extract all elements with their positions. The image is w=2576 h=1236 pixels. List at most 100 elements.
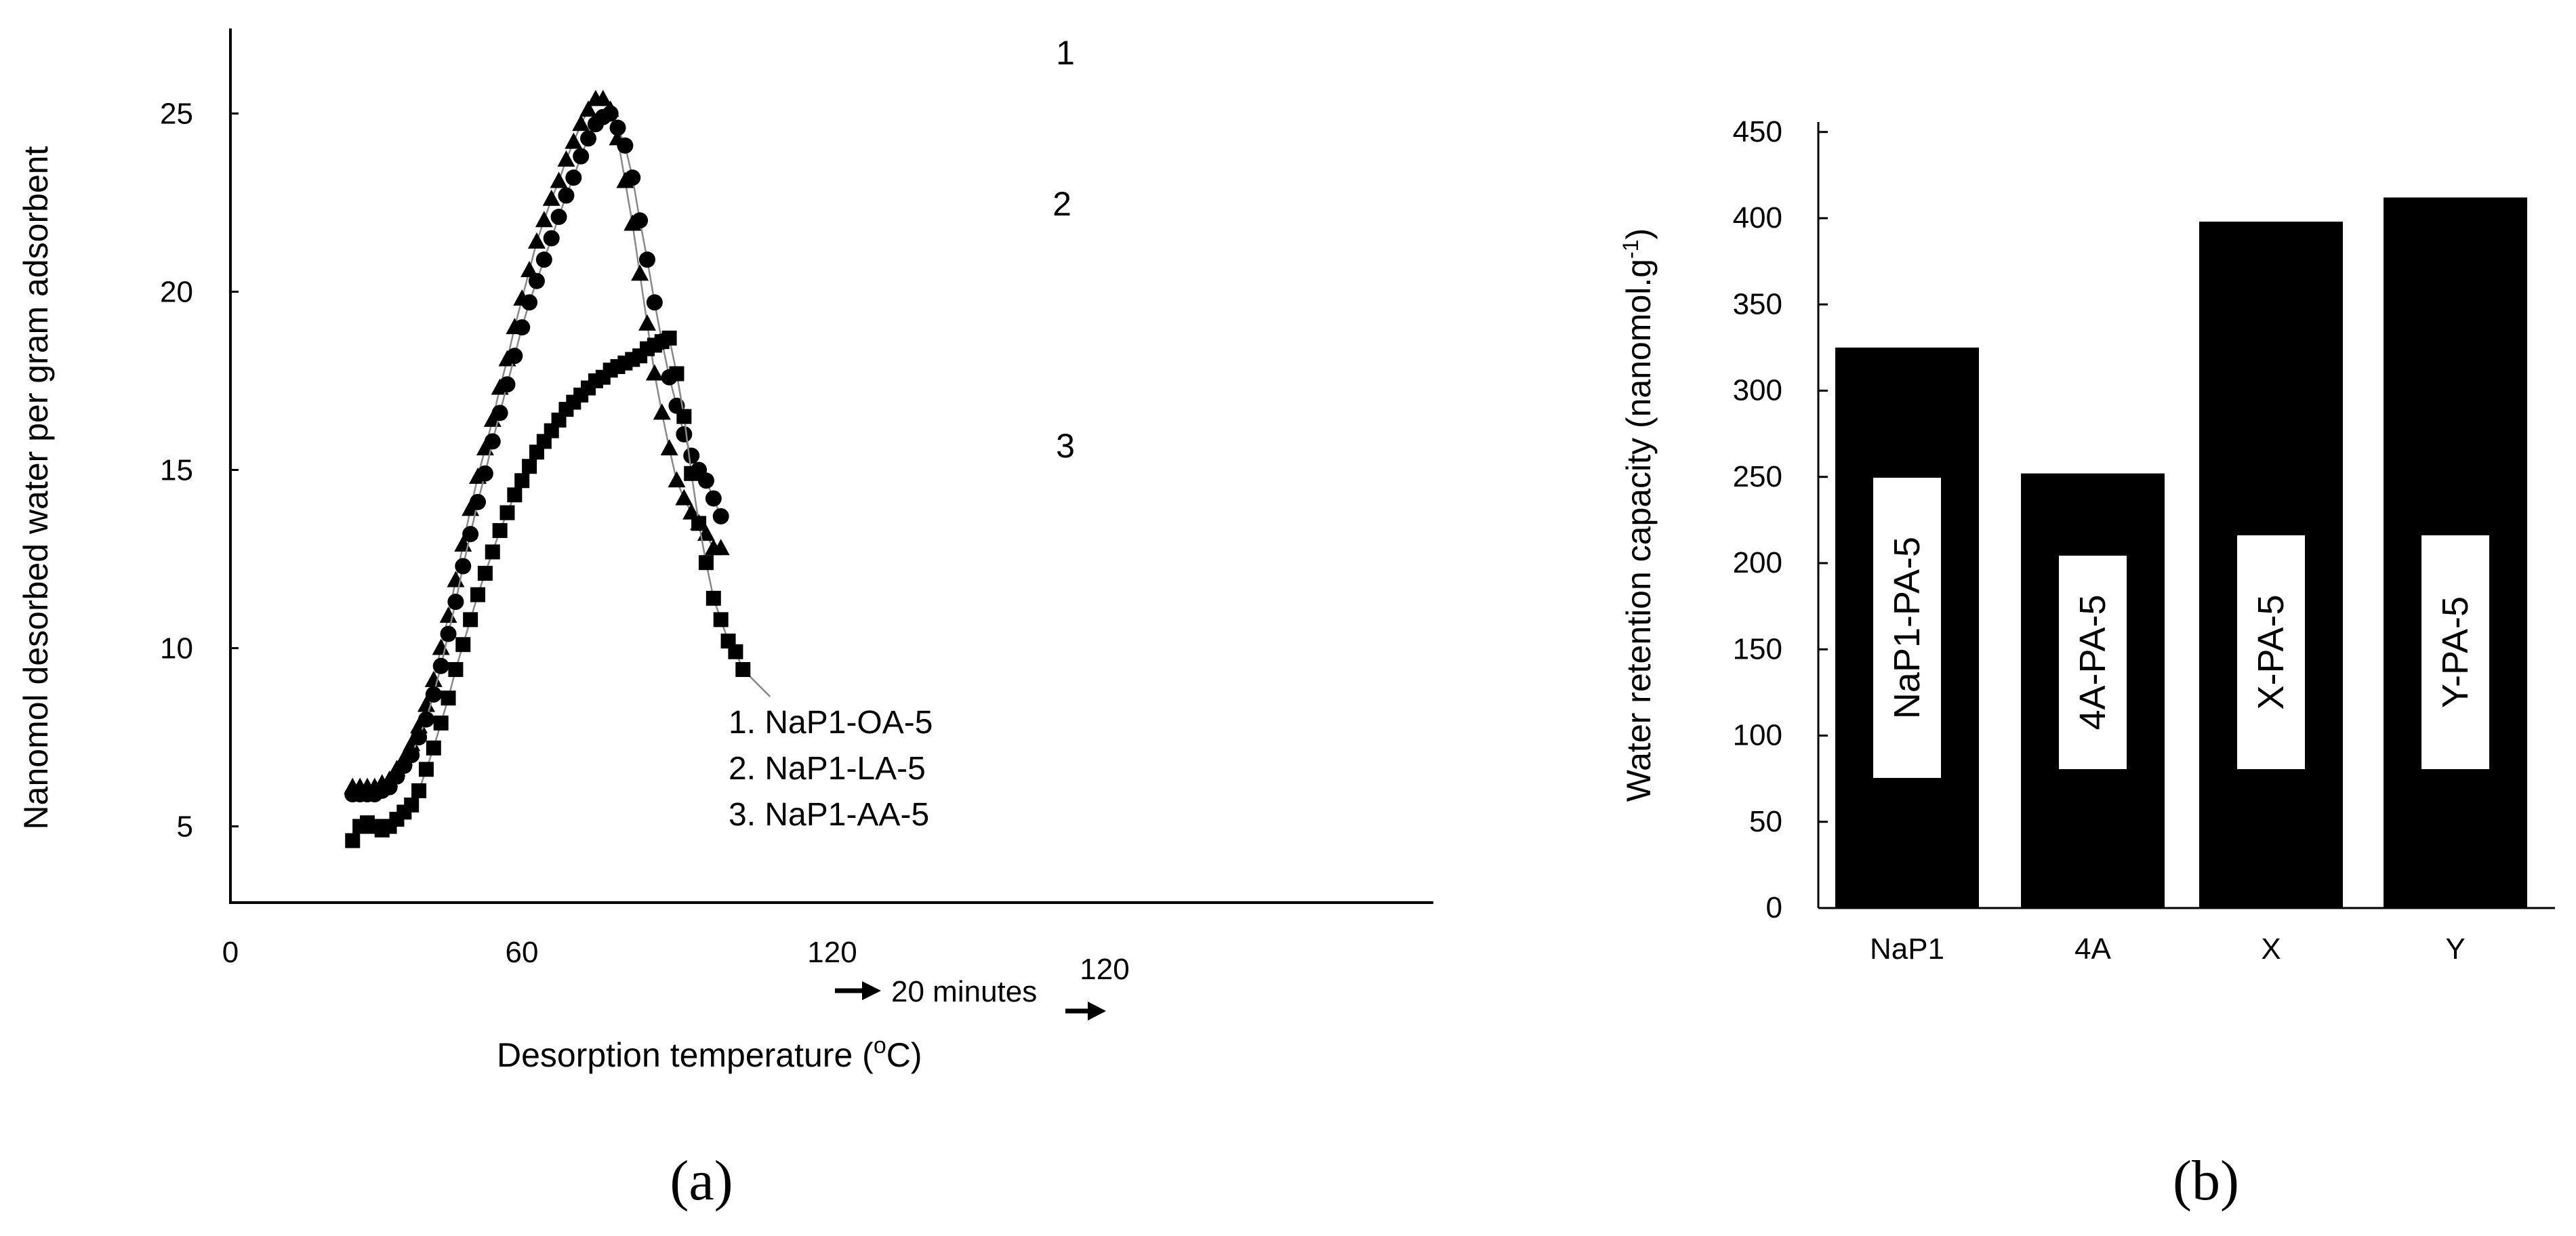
panel-b-y-tick-label: 150	[1733, 632, 1782, 665]
bar-inner-label: Y-PA-5	[2435, 596, 2476, 708]
panel-a-x-tick-label: 0	[222, 936, 239, 969]
panel-a-y-tick-label: 10	[160, 632, 193, 665]
bar-inner-label: X-PA-5	[2251, 594, 2291, 709]
series-2-circle-point	[705, 490, 722, 507]
panel-b-bar-chart: 0 50 100 150 200 250 300 350 400 450 NaP1-PA-5 4A-…	[1618, 115, 2555, 966]
curve-label-1: 1	[1056, 34, 1075, 72]
series-1-triangle-point	[520, 260, 539, 277]
series-1-triangle-point	[557, 150, 575, 167]
bar-label-box	[2059, 556, 2127, 769]
panel-a-time-annotation: 20 minutes	[835, 975, 1106, 1021]
legend-item-3: 3. NaP1-AA-5	[729, 797, 929, 833]
arrow-right-icon	[862, 981, 881, 1000]
series-1-triangle-point	[594, 89, 612, 106]
series-2-circle-point	[558, 187, 575, 204]
panel-a-y-tick-label: 20	[160, 276, 193, 309]
series-3-square-point	[507, 487, 523, 503]
panel-a-x-tick-label: 120	[807, 936, 857, 969]
series-2-circle-point	[573, 148, 590, 165]
panel-label-b: (b)	[2173, 1149, 2239, 1212]
series-1-triangle-point	[410, 717, 428, 734]
series-3-square-point	[669, 366, 684, 382]
panel-b-y-tick-label: 100	[1733, 719, 1782, 752]
series-1-triangle-point	[424, 670, 443, 687]
panel-b-y-axis-title: Water retention capacity (nanomol.g-1)	[1618, 228, 1658, 802]
series-2-circle-point	[712, 508, 729, 524]
panel-b-y-tick-label: 450	[1733, 115, 1782, 148]
series-3-square-point	[499, 505, 515, 520]
series-3-square-point	[698, 555, 714, 571]
series-3-square-point	[455, 637, 471, 653]
series-2-circle-point	[602, 105, 619, 122]
curve-label-2: 2	[1052, 185, 1071, 223]
series-1-triangle-point	[417, 695, 435, 712]
series-2-circle-point	[646, 294, 663, 311]
panel-a-x-extra-tick-label: 120	[1080, 953, 1129, 986]
series-2-circle-point	[440, 625, 457, 642]
series-3-square-point	[433, 715, 449, 730]
bar-label-box	[2237, 535, 2305, 769]
series-2-circle-point	[411, 729, 428, 745]
panel-a-x-tick-label: 60	[506, 936, 539, 969]
series-2-circle-point	[521, 294, 538, 311]
series-2-circle-point	[425, 686, 442, 703]
panel-a-line-chart: 5 10 15 20 25 0 60 120 120 20 minutes Desorp…	[17, 28, 1433, 1074]
series-2-circle-point	[535, 251, 552, 268]
series-2-circle-point	[609, 119, 626, 136]
series-1-triangle-point	[565, 132, 583, 149]
panel-label-a: (a)	[670, 1149, 733, 1212]
series-3-square-point	[463, 612, 478, 627]
series-1-triangle-point	[631, 264, 649, 281]
series-1-triangle-point	[527, 232, 546, 249]
series-2-circle-point	[550, 209, 567, 226]
series-2-circle-point	[455, 558, 472, 575]
series-3-square-point	[492, 522, 508, 538]
series-2-circle-point	[565, 169, 582, 186]
bar-inner-label: 4A-PA-5	[2072, 594, 2113, 730]
series-2-circle-point	[491, 405, 508, 421]
series-2-circle-point	[403, 747, 420, 764]
series-3-square-point	[676, 409, 692, 424]
series-3-square-point	[485, 544, 500, 560]
panel-b-y-tick-label: 300	[1733, 374, 1782, 407]
series-2-circle-point	[476, 465, 493, 482]
panel-b-y-tick-label: 250	[1733, 460, 1782, 493]
panel-b-y-tick-label: 200	[1733, 546, 1782, 579]
series-2-circle-group	[344, 105, 729, 803]
series-3-square-point	[448, 662, 464, 678]
panel-b-y-tick-label: 350	[1733, 287, 1782, 321]
bar-label-box	[1873, 478, 1941, 778]
series-3-square-point	[470, 587, 486, 602]
series-2-circle-point	[470, 493, 487, 510]
series-3-square-point	[691, 516, 707, 531]
series-2-circle-point	[697, 472, 714, 489]
series-2-circle-point	[632, 212, 649, 229]
series-2-circle-point	[462, 526, 479, 543]
series-1-triangle-point	[668, 471, 686, 488]
series-1-triangle-point	[638, 314, 657, 331]
series-2-circle-point	[506, 348, 523, 365]
series-2-circle-point	[683, 447, 700, 464]
series-1-triangle-point	[579, 100, 598, 117]
series-1-triangle-point	[653, 403, 671, 420]
series-2-circle-point	[639, 251, 656, 268]
series-2-circle-point	[514, 319, 531, 336]
panel-b-y-tick-label: 50	[1749, 805, 1782, 838]
panel-a-y-axis-title: Nanomol desorbed water per gram adsorben…	[17, 146, 55, 829]
series-3-square-point	[728, 644, 743, 659]
series-3-square-point	[514, 473, 530, 489]
panel-b-y-tick-label: 0	[1766, 891, 1782, 924]
series-2-circle-point	[543, 230, 560, 247]
series-3-square-point	[477, 566, 493, 581]
series-1-triangle-point	[550, 171, 568, 188]
series-1-triangle-point	[675, 489, 693, 506]
series-1-triangle-point	[660, 438, 678, 455]
panel-b-x-tick-label: NaP1	[1870, 932, 1944, 966]
series-2-circle-point	[447, 594, 464, 611]
series-2-circle-point	[617, 137, 634, 154]
panel-a-y-tick-label: 25	[160, 98, 193, 131]
series-1-triangle-point	[645, 364, 663, 381]
legend-item-2: 2. NaP1-LA-5	[729, 751, 926, 787]
series-1-triangle-point	[712, 539, 730, 556]
